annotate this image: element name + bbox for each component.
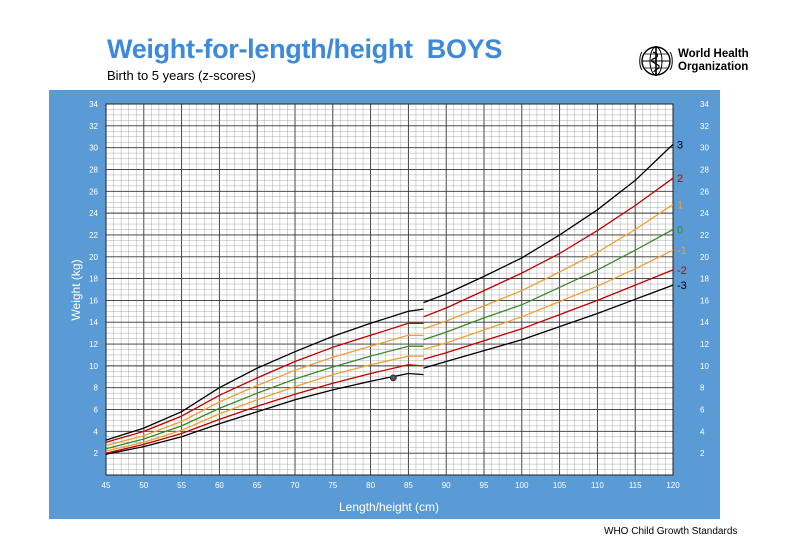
y-tick-label: 4: [94, 427, 99, 436]
x-tick-labels: 45 50 55 60 65 70 75 80 85 90 95 100 105 110 115 120: [102, 481, 681, 490]
data-points: [389, 374, 397, 382]
series-label--3: -3: [677, 280, 687, 292]
series-label-0: 0: [677, 224, 683, 236]
page-subtitle: Birth to 5 years (z-scores): [107, 68, 256, 83]
series-line-0-height: [423, 228, 674, 341]
x-tick-label: 95: [480, 481, 489, 490]
series-line--2-length: [105, 364, 424, 454]
series-line-1-length: [105, 334, 424, 447]
y-tick-label: 2: [94, 449, 99, 458]
y-tick-label: 32: [89, 122, 98, 131]
y-tick-label: 26: [89, 187, 98, 196]
x-axis-title: Length/height (cm): [339, 500, 439, 514]
series-label--2: -2: [677, 265, 687, 277]
y-tick-label-right: 34: [700, 100, 709, 109]
y-tick-label-right: 2: [700, 449, 705, 458]
y-tick-label-right: 12: [700, 340, 709, 349]
data-point: [389, 374, 397, 382]
org-line-2: Organization: [678, 61, 749, 73]
series-line--2-height: [423, 269, 674, 360]
x-tick-label: 60: [215, 481, 224, 490]
y-tick-label: 28: [89, 165, 98, 174]
x-tick-label: 120: [666, 481, 680, 490]
y-tick-label-right: 20: [700, 253, 709, 262]
y-tick-label-right: 22: [700, 231, 709, 240]
y-tick-label-right: 10: [700, 362, 709, 371]
series-label-3: 3: [677, 139, 683, 151]
x-tick-label: 115: [629, 481, 642, 490]
grid: [105, 103, 674, 476]
y-tick-label-right: 32: [700, 122, 709, 131]
series-line-3-length: [105, 308, 424, 441]
x-tick-label: 105: [553, 481, 567, 490]
x-tick-label: 65: [253, 481, 262, 490]
y-tick-label: 16: [89, 296, 98, 305]
x-tick-label: 90: [442, 481, 451, 490]
series-lines: [105, 143, 674, 455]
x-tick-label: 110: [591, 481, 604, 490]
y-tick-label: 10: [89, 362, 98, 371]
y-tick-label: 6: [94, 406, 99, 415]
y-tick-label-right: 14: [700, 318, 709, 327]
x-tick-label: 55: [177, 481, 186, 490]
y-tick-label: 34: [89, 100, 98, 109]
y-tick-label: 12: [89, 340, 98, 349]
y-tick-label: 30: [89, 144, 98, 153]
y-tick-label-right: 30: [700, 144, 709, 153]
series-label-2: 2: [677, 173, 683, 185]
series-label--1: -1: [677, 245, 687, 257]
y-tick-label-right: 16: [700, 296, 709, 305]
y-tick-label: 14: [89, 318, 98, 327]
y-tick-label-right: 28: [700, 165, 709, 174]
series-line-3-height: [423, 143, 674, 304]
series-line--3-length: [105, 372, 424, 455]
series-line--1-length: [105, 355, 424, 452]
x-tick-label: 70: [291, 481, 300, 490]
series-line-2-length: [105, 322, 424, 443]
y-tick-label-right: 18: [700, 275, 709, 284]
x-tick-label: 75: [328, 481, 337, 490]
plot-border: [105, 103, 674, 476]
series-line-0-length: [105, 345, 424, 450]
y-tick-label-right: 8: [700, 384, 705, 393]
organization-name: World Health Organization: [678, 48, 768, 74]
footer-text: WHO Child Growth Standards: [604, 526, 738, 537]
y-tick-label-right: 6: [700, 406, 705, 415]
page-title: Weight-for-length/height BOYS: [107, 34, 502, 65]
series-line--3-height: [423, 284, 674, 369]
y-tick-label: 20: [89, 253, 98, 262]
y-tick-label: 24: [89, 209, 98, 218]
title-text: Weight-for-length/height: [107, 34, 413, 64]
y-tick-label-right: 4: [700, 427, 705, 436]
series-line-2-height: [423, 177, 674, 318]
org-line-1: World Health: [678, 48, 749, 60]
series-line--1-height: [423, 249, 674, 351]
x-tick-label: 100: [515, 481, 529, 490]
y-tick-label-right: 26: [700, 187, 709, 196]
who-emblem-icon: [639, 46, 673, 76]
y-tick-label: 22: [89, 231, 98, 240]
series-labels: 3 2 1 0 -1 -2 -3: [677, 139, 687, 292]
organization-logo: World Health Organization: [638, 44, 768, 78]
x-tick-label: 80: [366, 481, 375, 490]
y-axis-title: Weight (kg): [69, 259, 83, 320]
series-label-1: 1: [677, 199, 683, 211]
x-tick-label: 45: [102, 481, 111, 490]
title-sex: BOYS: [426, 34, 503, 64]
x-tick-label: 50: [139, 481, 148, 490]
x-tick-label: 85: [404, 481, 413, 490]
y-tick-label: 8: [94, 384, 99, 393]
y-tick-label: 18: [89, 275, 98, 284]
y-tick-label-right: 24: [700, 209, 709, 218]
series-line-1-height: [423, 203, 674, 330]
